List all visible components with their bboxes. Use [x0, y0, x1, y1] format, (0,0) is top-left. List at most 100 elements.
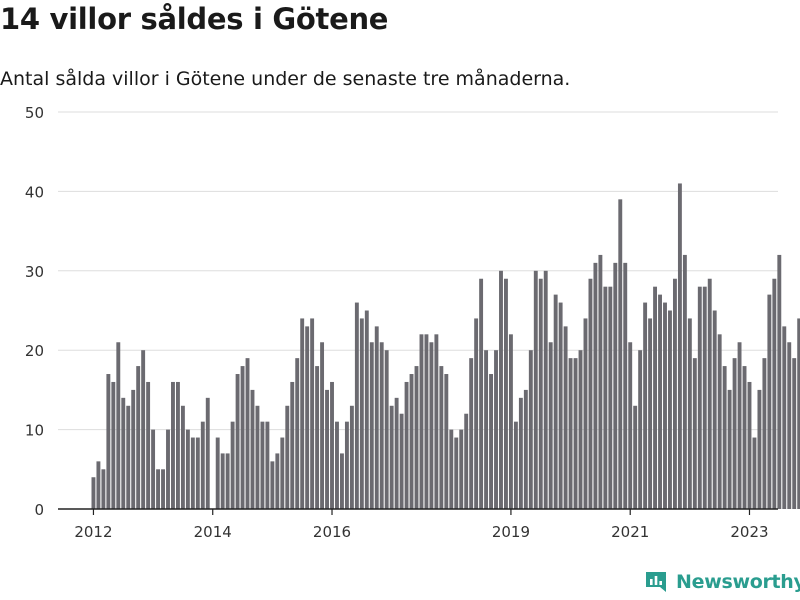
x-axis: 2012201420162019202120232025	[58, 508, 778, 541]
y-tick-label: 0	[34, 501, 44, 519]
bar	[310, 318, 315, 509]
bar	[687, 318, 692, 509]
bar	[757, 389, 762, 509]
bar	[563, 326, 568, 509]
bar	[166, 429, 170, 509]
bar	[603, 286, 608, 509]
bar	[409, 374, 414, 509]
bar	[484, 350, 489, 509]
bar	[777, 254, 782, 509]
bar	[643, 302, 648, 509]
x-tick-label: 2016	[313, 523, 351, 541]
bar	[275, 453, 280, 509]
bar	[255, 405, 260, 509]
bar	[141, 350, 146, 509]
bar	[449, 429, 454, 509]
bar	[195, 437, 200, 509]
bar	[374, 326, 379, 509]
bar	[489, 374, 493, 509]
bar	[315, 366, 320, 509]
bar	[787, 342, 792, 509]
y-tick-labels: 0 10 20 30 40 50	[25, 104, 44, 519]
bar	[772, 278, 777, 509]
bar	[479, 278, 484, 509]
x-tick-label: 2021	[611, 523, 649, 541]
bar	[126, 405, 131, 509]
bar	[663, 302, 667, 509]
bar	[190, 437, 195, 509]
bar	[499, 270, 503, 509]
x-tick-label: 2023	[730, 523, 768, 541]
bar	[215, 437, 220, 509]
newsworthy-logo-icon	[646, 572, 666, 592]
bar	[658, 294, 662, 509]
bar	[653, 286, 658, 509]
bar	[349, 405, 354, 509]
bar	[692, 358, 697, 509]
bar	[543, 270, 548, 509]
bar	[96, 461, 101, 509]
y-tick-label: 40	[25, 183, 44, 201]
bar	[205, 397, 210, 509]
bar	[762, 358, 767, 509]
bar	[260, 421, 265, 509]
bar	[330, 381, 334, 509]
x-tick-label: 2019	[492, 523, 530, 541]
bar	[185, 429, 190, 509]
bar	[121, 397, 126, 509]
bar	[682, 254, 687, 509]
bar	[677, 183, 682, 509]
bar	[732, 358, 737, 509]
bar	[528, 350, 533, 509]
bar	[369, 342, 374, 509]
bar	[245, 358, 250, 509]
bars	[91, 183, 800, 509]
bar	[300, 318, 305, 509]
bar	[598, 254, 603, 509]
bar	[394, 397, 399, 509]
bar	[434, 334, 439, 509]
bar	[608, 286, 613, 509]
bar	[364, 310, 369, 509]
bar	[747, 381, 752, 509]
bar	[444, 374, 449, 509]
bar	[414, 366, 419, 509]
bar	[439, 366, 444, 509]
bar	[359, 318, 364, 509]
bar	[578, 350, 583, 509]
x-tick-label: 2012	[74, 523, 112, 541]
bar	[712, 310, 717, 509]
bar	[454, 437, 459, 509]
bar	[469, 358, 474, 509]
bar	[220, 453, 225, 509]
bar	[384, 350, 389, 509]
bar	[459, 429, 464, 509]
bar	[767, 294, 772, 509]
bar	[354, 302, 359, 509]
newsworthy-logo: Newsworthy	[644, 570, 800, 594]
bar	[265, 421, 270, 509]
bar	[628, 342, 633, 509]
bar	[504, 278, 508, 509]
bar	[91, 477, 96, 509]
bar	[156, 469, 161, 509]
bar	[171, 381, 175, 509]
bar	[513, 421, 518, 509]
bar	[250, 389, 255, 509]
bar	[638, 350, 643, 509]
bar	[325, 389, 329, 509]
bar	[648, 318, 653, 509]
chart-subtitle: Antal sålda villor i Götene under de sen…	[0, 68, 571, 90]
bar	[792, 358, 797, 509]
bar	[379, 342, 384, 509]
bar	[146, 381, 151, 509]
bar	[727, 389, 732, 509]
bar	[702, 286, 707, 509]
bar	[131, 389, 136, 509]
bar	[290, 381, 295, 509]
bar	[335, 421, 339, 509]
bar	[782, 326, 787, 509]
bar	[737, 342, 742, 509]
bar	[508, 334, 513, 509]
bar	[538, 278, 543, 509]
